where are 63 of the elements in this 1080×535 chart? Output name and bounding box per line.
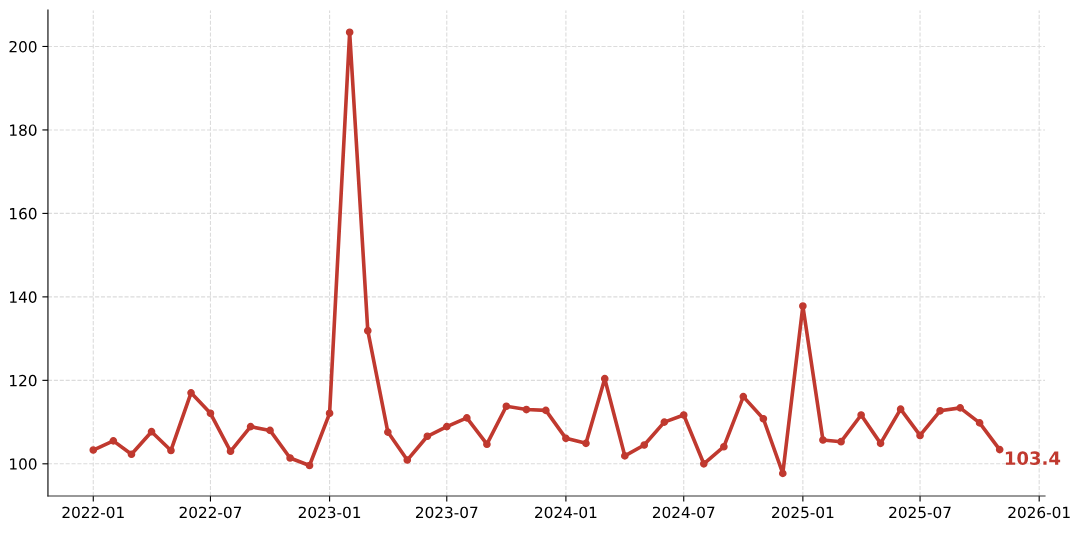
x-tick-label: 2023-07 [415,506,478,519]
point [266,426,274,435]
x-tick-label: 2023-01 [298,506,361,519]
point [463,414,471,422]
point [582,439,590,448]
point [89,446,98,454]
y-tick-label: 120 [10,374,37,387]
point [600,374,609,383]
point [423,432,432,441]
point [246,422,255,431]
point [403,456,412,464]
point [857,411,865,419]
annotation: 103.4 [1005,451,1061,465]
point [286,454,294,462]
x-tick-label: 2024-01 [535,506,597,519]
y-tick-label: 160 [10,207,37,220]
point [956,404,965,412]
point [226,447,235,456]
x-tick-label: 2025-07 [889,506,951,519]
point [916,431,924,440]
point [660,418,669,426]
point [325,409,334,418]
point [819,436,827,444]
point [799,302,807,310]
point [995,445,1004,454]
x-tick-label: 2022-01 [62,506,124,519]
point [542,406,550,415]
y-tick-label: 100 [10,458,37,470]
point [876,439,885,448]
y-tick-label: 200 [9,40,37,53]
point [363,326,372,335]
y-tick-label: 140 [10,291,37,303]
point [640,441,649,449]
point [127,450,136,459]
point [206,409,215,418]
point [759,414,768,423]
x-tick-label: 2025-01 [772,506,834,519]
point [975,419,984,427]
point [167,446,175,455]
y-tick-label: 180 [10,124,37,136]
point [147,427,156,436]
point [442,422,451,431]
point [109,437,118,445]
point [679,411,688,419]
x-tick-label: 2022-07 [179,506,242,519]
point [502,402,511,411]
point [936,406,944,415]
point [384,428,392,436]
x-tick-label: 2024-07 [652,506,715,519]
x-tick-label: 2026-01 [1008,506,1070,519]
point [778,469,787,478]
point [187,389,195,397]
point [739,392,748,401]
point [483,440,491,449]
point [699,459,708,468]
point [522,405,531,414]
point [345,28,354,37]
point [896,405,905,413]
point [620,452,629,460]
point [562,434,570,443]
point [720,442,728,451]
point [305,461,314,470]
point [837,437,845,446]
